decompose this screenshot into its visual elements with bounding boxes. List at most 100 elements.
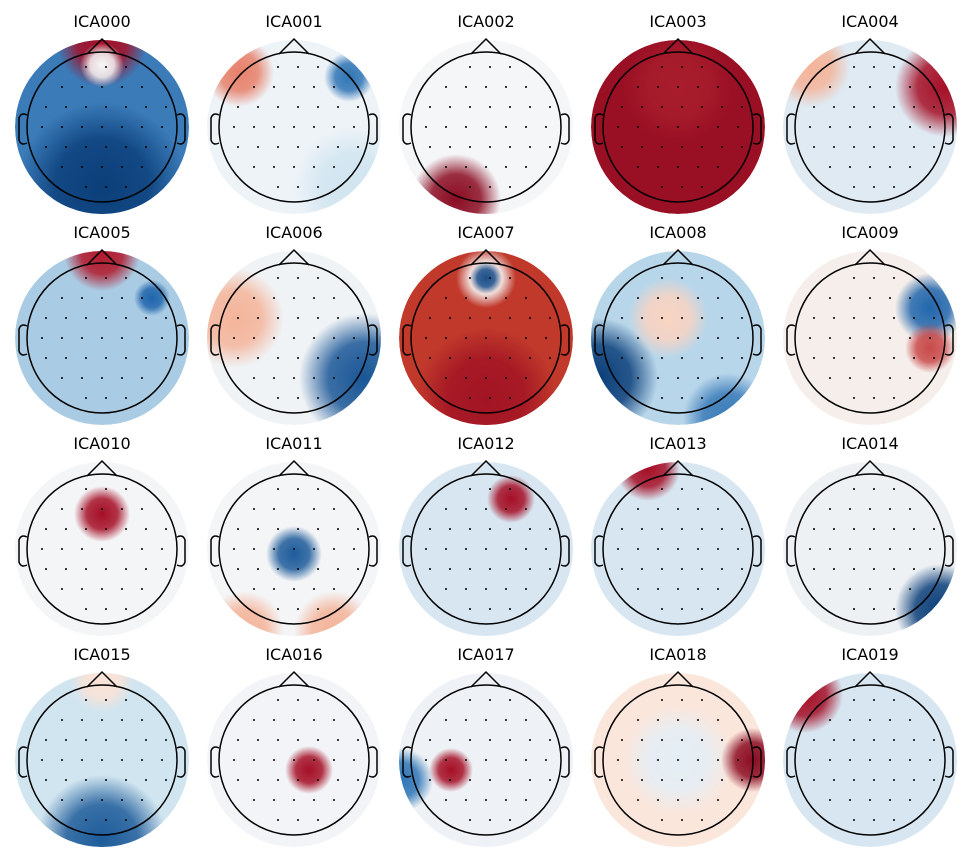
sensor (529, 739, 531, 741)
sensor (485, 377, 487, 379)
sensor (933, 528, 935, 530)
ear (210, 746, 220, 778)
sensor (357, 317, 359, 319)
sensor (721, 779, 723, 781)
sensor (337, 146, 339, 148)
sensor (889, 86, 891, 88)
sensor (125, 317, 127, 319)
activation-blob (207, 268, 284, 368)
sensor (813, 146, 815, 148)
sensor (873, 66, 875, 68)
sensor (121, 719, 123, 721)
sensor (145, 779, 147, 781)
ear (560, 113, 570, 145)
sensor (909, 588, 911, 590)
sensor (701, 66, 703, 68)
sensor (893, 146, 895, 148)
sensor (61, 126, 63, 128)
sensor (41, 126, 43, 128)
sensor (909, 126, 911, 128)
sensor (641, 357, 643, 359)
sensor (741, 528, 743, 530)
sensor (165, 106, 167, 108)
sensor (853, 488, 855, 490)
sensor (893, 357, 895, 359)
sensor (873, 277, 875, 279)
sensor (141, 799, 143, 801)
sensor (853, 106, 855, 108)
head-outline (218, 473, 370, 625)
sensor (141, 166, 143, 168)
sensor (913, 106, 915, 108)
sensor (165, 357, 167, 359)
sensor (85, 397, 87, 399)
sensor (485, 166, 487, 168)
panel-title: ICA005 (73, 223, 130, 242)
sensor (853, 186, 855, 188)
sensor (833, 357, 835, 359)
topomap: ICA006 (207, 223, 381, 425)
sensor (721, 317, 723, 319)
sensor (529, 317, 531, 319)
sensor (525, 86, 527, 88)
sensor (61, 86, 63, 88)
sensor (449, 568, 451, 570)
sensor (253, 377, 255, 379)
sensor (617, 759, 619, 761)
panel-title: ICA006 (265, 223, 322, 242)
sensor (545, 759, 547, 761)
sensor (869, 548, 871, 550)
sensor (105, 528, 107, 530)
sensor (741, 568, 743, 570)
sensor (509, 699, 511, 701)
sensor (445, 166, 447, 168)
sensor (237, 357, 239, 359)
sensor (549, 146, 551, 148)
ear (210, 324, 220, 356)
sensor (445, 508, 447, 510)
sensor (489, 317, 491, 319)
topomap: ICA001 (207, 12, 381, 214)
sensor (125, 819, 127, 821)
ear (752, 113, 762, 145)
sensor (637, 297, 639, 299)
sensor (661, 699, 663, 701)
sensor (125, 146, 127, 148)
sensor (333, 377, 335, 379)
sensor (81, 377, 83, 379)
activation-blob (416, 328, 556, 425)
sensor (545, 126, 547, 128)
sensor (85, 608, 87, 610)
sensor (889, 719, 891, 721)
sensor (85, 146, 87, 148)
sensor (465, 377, 467, 379)
sensor (445, 719, 447, 721)
sensor (297, 106, 299, 108)
sensor (873, 819, 875, 821)
sensor (337, 317, 339, 319)
sensor (545, 548, 547, 550)
sensor (293, 588, 295, 590)
sensor (85, 66, 87, 68)
sensor (933, 357, 935, 359)
panel-title: ICA012 (457, 434, 514, 453)
sensor (121, 508, 123, 510)
sensor (317, 186, 319, 188)
sensor (505, 166, 507, 168)
sensor (277, 819, 279, 821)
sensor (469, 488, 471, 490)
sensor (101, 799, 103, 801)
sensor (929, 759, 931, 761)
sensor (721, 106, 723, 108)
sensor (869, 166, 871, 168)
sensor (161, 759, 163, 761)
sensor (273, 126, 275, 128)
sensor (549, 106, 551, 108)
sensor (621, 106, 623, 108)
sensor (549, 568, 551, 570)
sensor (893, 317, 895, 319)
sensor (681, 739, 683, 741)
sensor (61, 337, 63, 339)
sensor (233, 759, 235, 761)
sensor (237, 146, 239, 148)
